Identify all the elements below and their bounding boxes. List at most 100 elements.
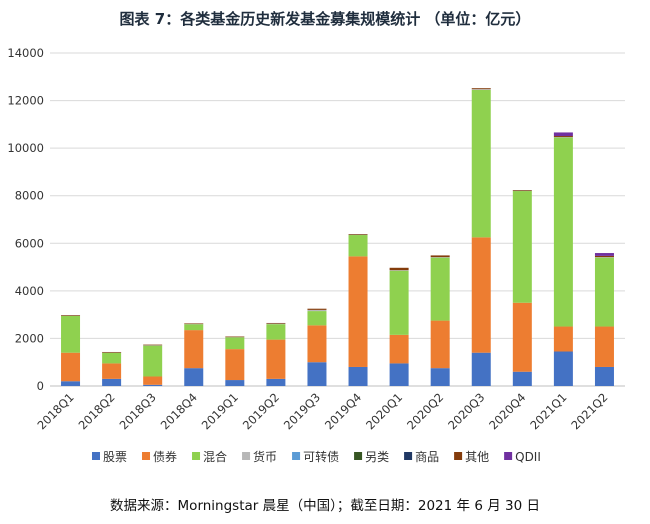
bar-segment xyxy=(307,325,327,363)
bar-segment xyxy=(471,352,491,386)
bar-segment xyxy=(471,88,491,90)
bar-segment xyxy=(389,334,409,364)
legend-label: 另类 xyxy=(365,450,389,464)
bar-segment xyxy=(348,366,368,386)
bar-stack xyxy=(143,344,163,386)
bar-segment xyxy=(225,349,245,381)
legend-item: 可转债 xyxy=(292,449,339,464)
x-tick-label: 2018Q3 xyxy=(117,390,159,432)
bar-segment xyxy=(184,330,204,369)
y-axis: 0 2000 4000 6000 8000 10000 12000 14000 xyxy=(7,46,44,393)
bar-segment xyxy=(512,371,532,386)
bar-segment xyxy=(143,345,163,346)
y-tick-label: 14000 xyxy=(7,46,44,60)
x-tick-label: 2021Q2 xyxy=(568,390,610,432)
bar-segment xyxy=(143,345,163,377)
bar-segment xyxy=(430,320,450,369)
y-tick-label: 8000 xyxy=(15,189,44,203)
legend-item: 另类 xyxy=(354,450,389,464)
bar-segment xyxy=(430,257,450,321)
legend-swatch xyxy=(504,452,513,460)
y-tick-label: 6000 xyxy=(15,236,44,250)
legend: 股票 债券 混合 货币 可转债 另类 商品 其他 QDII xyxy=(92,449,541,464)
x-axis: 2018Q12018Q22018Q32018Q42019Q12019Q22019… xyxy=(34,390,610,432)
x-tick-label: 2019Q4 xyxy=(322,390,364,432)
bar-segment xyxy=(430,255,450,258)
bar-stack xyxy=(307,308,327,386)
bar-segment xyxy=(389,270,409,335)
y-tick-label: 2000 xyxy=(15,331,44,345)
bar-segment xyxy=(512,190,532,192)
bar-segment xyxy=(102,378,122,386)
y-tick-label: 12000 xyxy=(7,94,44,108)
bar-segment xyxy=(266,322,286,324)
bar-segment xyxy=(61,381,81,386)
bar-segment xyxy=(225,337,245,350)
bar-segment xyxy=(266,323,286,325)
bar-stacks xyxy=(61,88,614,386)
bar-stack xyxy=(184,323,204,386)
bar-segment xyxy=(102,351,122,353)
x-tick-label: 2020Q3 xyxy=(445,390,487,432)
bar-segment xyxy=(594,255,614,258)
legend-swatch xyxy=(192,452,201,460)
bar-segment xyxy=(553,351,573,386)
x-tick-label: 2018Q1 xyxy=(34,390,76,432)
bar-segment xyxy=(553,326,573,352)
bar-segment xyxy=(348,234,368,235)
x-tick-label: 2020Q1 xyxy=(363,390,405,432)
legend-label: 混合 xyxy=(203,449,227,464)
y-tick-label: 4000 xyxy=(15,284,44,298)
bar-stack xyxy=(348,234,368,386)
bar-segment xyxy=(348,234,368,236)
legend-item: 商品 xyxy=(404,449,439,464)
bar-stack xyxy=(61,315,81,386)
legend-label: QDII xyxy=(515,450,541,464)
bar-segment xyxy=(389,270,409,271)
bar-segment xyxy=(471,89,491,90)
bar-segment xyxy=(307,308,327,310)
chart-title: 图表 7：各类基金历史新发基金募集规模统计 （单位：亿元） xyxy=(119,10,531,28)
bar-segment xyxy=(143,384,163,386)
bar-segment xyxy=(61,315,81,353)
x-tick-label: 2021Q1 xyxy=(527,390,569,432)
bar-stack xyxy=(471,88,491,386)
bar-segment xyxy=(430,257,450,258)
legend-swatch xyxy=(242,452,251,460)
x-tick-label: 2019Q1 xyxy=(199,390,241,432)
bar-segment xyxy=(266,324,286,340)
bar-segment xyxy=(61,352,81,382)
legend-swatch xyxy=(292,452,301,460)
legend-item: 其他 xyxy=(454,450,489,464)
legend-label: 商品 xyxy=(415,449,439,464)
bar-segment xyxy=(184,368,204,386)
legend-item: 债券 xyxy=(142,449,177,464)
bar-segment xyxy=(594,326,614,367)
bar-segment xyxy=(512,190,532,191)
bar-stack xyxy=(266,322,286,386)
legend-label: 可转债 xyxy=(303,449,339,464)
legend-swatch xyxy=(454,452,463,460)
bar-stack xyxy=(594,253,614,386)
bar-segment xyxy=(512,190,532,303)
bar-segment xyxy=(348,234,368,257)
legend-label: 其他 xyxy=(465,450,489,464)
x-tick-label: 2019Q2 xyxy=(240,390,282,432)
bar-segment xyxy=(594,257,614,258)
bar-segment xyxy=(307,311,327,326)
bar-segment xyxy=(307,362,327,386)
bar-segment xyxy=(102,352,122,364)
legend-label: 债券 xyxy=(153,449,177,464)
bar-segment xyxy=(102,363,122,379)
bar-segment xyxy=(553,136,573,138)
gridlines xyxy=(50,52,625,387)
legend-item: QDII xyxy=(504,450,541,464)
bar-segment xyxy=(389,267,409,271)
legend-item: 货币 xyxy=(242,449,277,464)
legend-item: 混合 xyxy=(192,449,227,464)
bar-stack xyxy=(102,351,122,386)
x-tick-label: 2020Q4 xyxy=(486,390,528,432)
bar-segment xyxy=(430,368,450,386)
